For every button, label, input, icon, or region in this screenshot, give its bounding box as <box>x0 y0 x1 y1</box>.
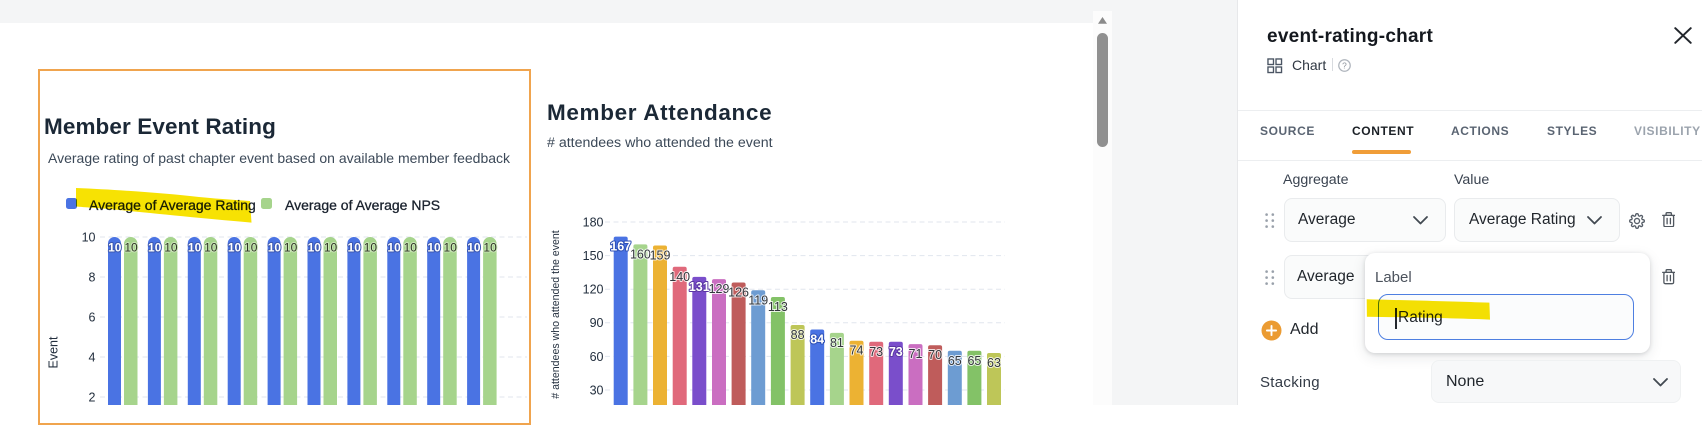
svg-text:180: 180 <box>583 215 604 229</box>
svg-text:65: 65 <box>948 354 962 368</box>
svg-text:10: 10 <box>284 241 298 255</box>
svg-text:60: 60 <box>590 350 604 364</box>
svg-text:126: 126 <box>728 286 749 300</box>
svg-text:10: 10 <box>324 241 338 255</box>
svg-text:# attendees who attended the e: # attendees who attended the event <box>550 230 562 399</box>
svg-text:129: 129 <box>709 282 730 296</box>
svg-text:10: 10 <box>188 241 202 255</box>
svg-text:65: 65 <box>967 354 981 368</box>
svg-text:167: 167 <box>610 240 631 254</box>
svg-text:81: 81 <box>830 336 844 350</box>
svg-text:150: 150 <box>583 249 604 263</box>
svg-text:10: 10 <box>82 230 96 244</box>
svg-text:71: 71 <box>909 347 923 361</box>
svg-text:120: 120 <box>583 283 604 297</box>
svg-text:10: 10 <box>387 241 401 255</box>
svg-text:8: 8 <box>89 270 96 284</box>
svg-text:10: 10 <box>108 241 122 255</box>
svg-text:10: 10 <box>427 241 441 255</box>
svg-text:10: 10 <box>124 241 138 255</box>
svg-text:?: ? <box>1342 60 1347 70</box>
svg-text:74: 74 <box>850 344 864 358</box>
svg-text:10: 10 <box>164 241 178 255</box>
svg-text:Event: Event <box>47 336 61 368</box>
svg-text:10: 10 <box>364 241 378 255</box>
svg-text:10: 10 <box>467 241 481 255</box>
svg-text:10: 10 <box>268 241 282 255</box>
svg-text:10: 10 <box>308 241 322 255</box>
svg-text:70: 70 <box>928 348 942 362</box>
svg-text:10: 10 <box>148 241 162 255</box>
svg-text:140: 140 <box>669 270 690 284</box>
svg-text:131: 131 <box>689 280 710 294</box>
svg-text:10: 10 <box>228 241 242 255</box>
svg-text:84: 84 <box>810 333 824 347</box>
svg-text:10: 10 <box>204 241 218 255</box>
svg-text:10: 10 <box>444 241 458 255</box>
svg-text:160: 160 <box>630 247 651 261</box>
svg-text:4: 4 <box>89 350 96 364</box>
svg-text:73: 73 <box>889 345 903 359</box>
svg-text:90: 90 <box>590 316 604 330</box>
svg-text:10: 10 <box>348 241 362 255</box>
svg-text:6: 6 <box>89 310 96 324</box>
svg-text:113: 113 <box>768 300 788 314</box>
svg-text:2: 2 <box>89 390 96 404</box>
svg-text:73: 73 <box>869 345 883 359</box>
svg-text:10: 10 <box>244 241 258 255</box>
svg-text:88: 88 <box>791 328 805 342</box>
svg-text:10: 10 <box>404 241 418 255</box>
svg-text:159: 159 <box>650 249 671 263</box>
svg-text:63: 63 <box>987 356 1001 370</box>
svg-text:10: 10 <box>483 241 497 255</box>
svg-text:30: 30 <box>590 383 604 397</box>
svg-text:119: 119 <box>748 293 768 307</box>
